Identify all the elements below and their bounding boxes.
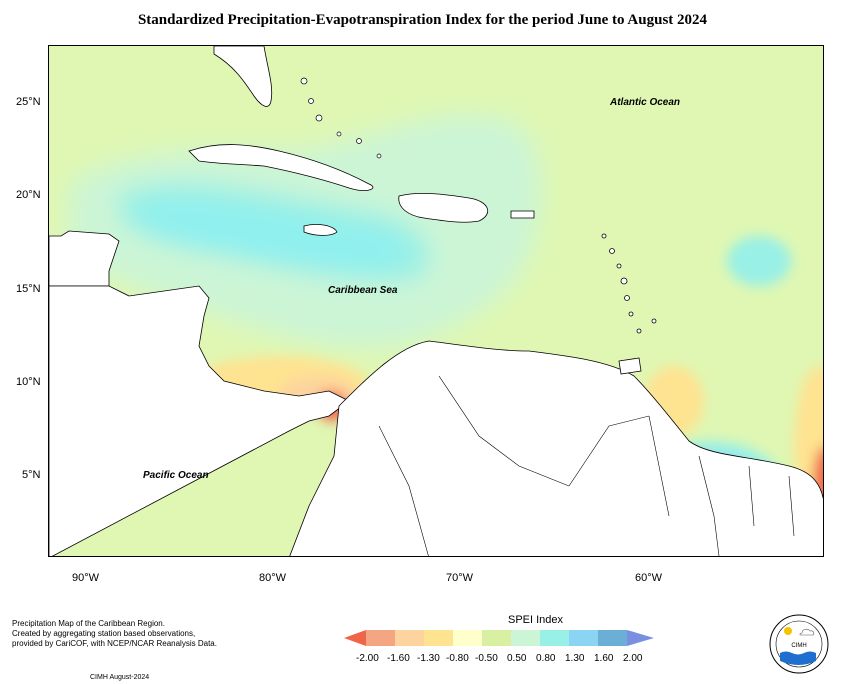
legend-swatch-0 bbox=[344, 630, 366, 646]
legend-label-9: 2.00 bbox=[623, 653, 643, 664]
lon-label-90w: 90°W bbox=[72, 572, 100, 584]
lon-label-70w: 70°W bbox=[446, 572, 474, 584]
credit: CIMH August-2024 bbox=[90, 674, 150, 681]
legend-swatch-10 bbox=[627, 630, 654, 646]
water-icon bbox=[780, 651, 816, 665]
legend-label-2: -1.30 bbox=[417, 653, 440, 664]
lon-label-80w: 80°W bbox=[259, 572, 287, 584]
legend-swatch-7 bbox=[540, 630, 569, 646]
legend-title: SPEI Index bbox=[508, 614, 564, 626]
legend-label-7: 1.30 bbox=[565, 653, 585, 664]
legend-label-5: 0.50 bbox=[507, 653, 527, 664]
lat-label-15n: 15°N bbox=[16, 283, 41, 295]
lesser-antilles bbox=[601, 233, 657, 334]
legend-swatch-1 bbox=[366, 630, 395, 646]
country-borders bbox=[378, 375, 795, 556]
cimh-logo: CIMH bbox=[769, 614, 829, 674]
spei-wet-east bbox=[727, 236, 791, 286]
lat-label-5n: 5°N bbox=[22, 469, 41, 481]
label-caribbean-sea: Caribbean Sea bbox=[328, 285, 398, 296]
cloud-icon bbox=[799, 628, 815, 636]
spei-map bbox=[49, 46, 823, 556]
bahamas bbox=[300, 77, 382, 159]
legend-swatch-5 bbox=[482, 630, 511, 646]
puerto-rico bbox=[510, 210, 535, 219]
land-masses bbox=[49, 46, 823, 556]
map-frame bbox=[48, 45, 824, 557]
caption: Precipitation Map of the Caribbean Regio… bbox=[12, 619, 252, 649]
legend-label-1: -1.60 bbox=[387, 653, 410, 664]
cuba bbox=[188, 144, 374, 191]
central-america bbox=[49, 285, 350, 556]
legend-label-0: -2.00 bbox=[356, 653, 379, 664]
lat-label-20n: 20°N bbox=[16, 189, 41, 201]
florida bbox=[213, 46, 273, 107]
legend-swatch-4 bbox=[453, 630, 482, 646]
legend-swatch-6 bbox=[511, 630, 540, 646]
lon-label-60w: 60°W bbox=[635, 572, 663, 584]
legend-label-4: -0.50 bbox=[475, 653, 498, 664]
map-title: Standardized Precipitation-Evapotranspir… bbox=[137, 12, 708, 28]
south-america bbox=[289, 340, 823, 556]
label-pacific-ocean: Pacific Ocean bbox=[143, 470, 209, 481]
legend-swatch-9 bbox=[598, 630, 627, 646]
legend-label-3: -0.80 bbox=[446, 653, 469, 664]
label-atlantic-ocean: Atlantic Ocean bbox=[610, 97, 681, 108]
legend-colorbar bbox=[344, 630, 654, 646]
sun-icon bbox=[784, 627, 792, 635]
legend-swatch-3 bbox=[424, 630, 453, 646]
jamaica bbox=[303, 224, 338, 236]
logo-text: CIMH bbox=[791, 643, 806, 649]
legend-swatch-2 bbox=[395, 630, 424, 646]
legend-label-8: 1.60 bbox=[594, 653, 614, 664]
legend-swatch-8 bbox=[569, 630, 598, 646]
trinidad bbox=[618, 357, 642, 375]
yucatan-mexico bbox=[49, 230, 120, 287]
caption-line-3: provided by CariCOF, with NCEP/NCAR Rean… bbox=[12, 639, 217, 648]
lat-label-25n: 25°N bbox=[16, 96, 41, 108]
caption-line-2: Created by aggregating station based obs… bbox=[12, 629, 196, 638]
caption-line-1: Precipitation Map of the Caribbean Regio… bbox=[12, 619, 165, 628]
lat-label-10n: 10°N bbox=[16, 376, 41, 388]
legend-label-6: 0.80 bbox=[536, 653, 556, 664]
hispaniola bbox=[398, 193, 489, 223]
